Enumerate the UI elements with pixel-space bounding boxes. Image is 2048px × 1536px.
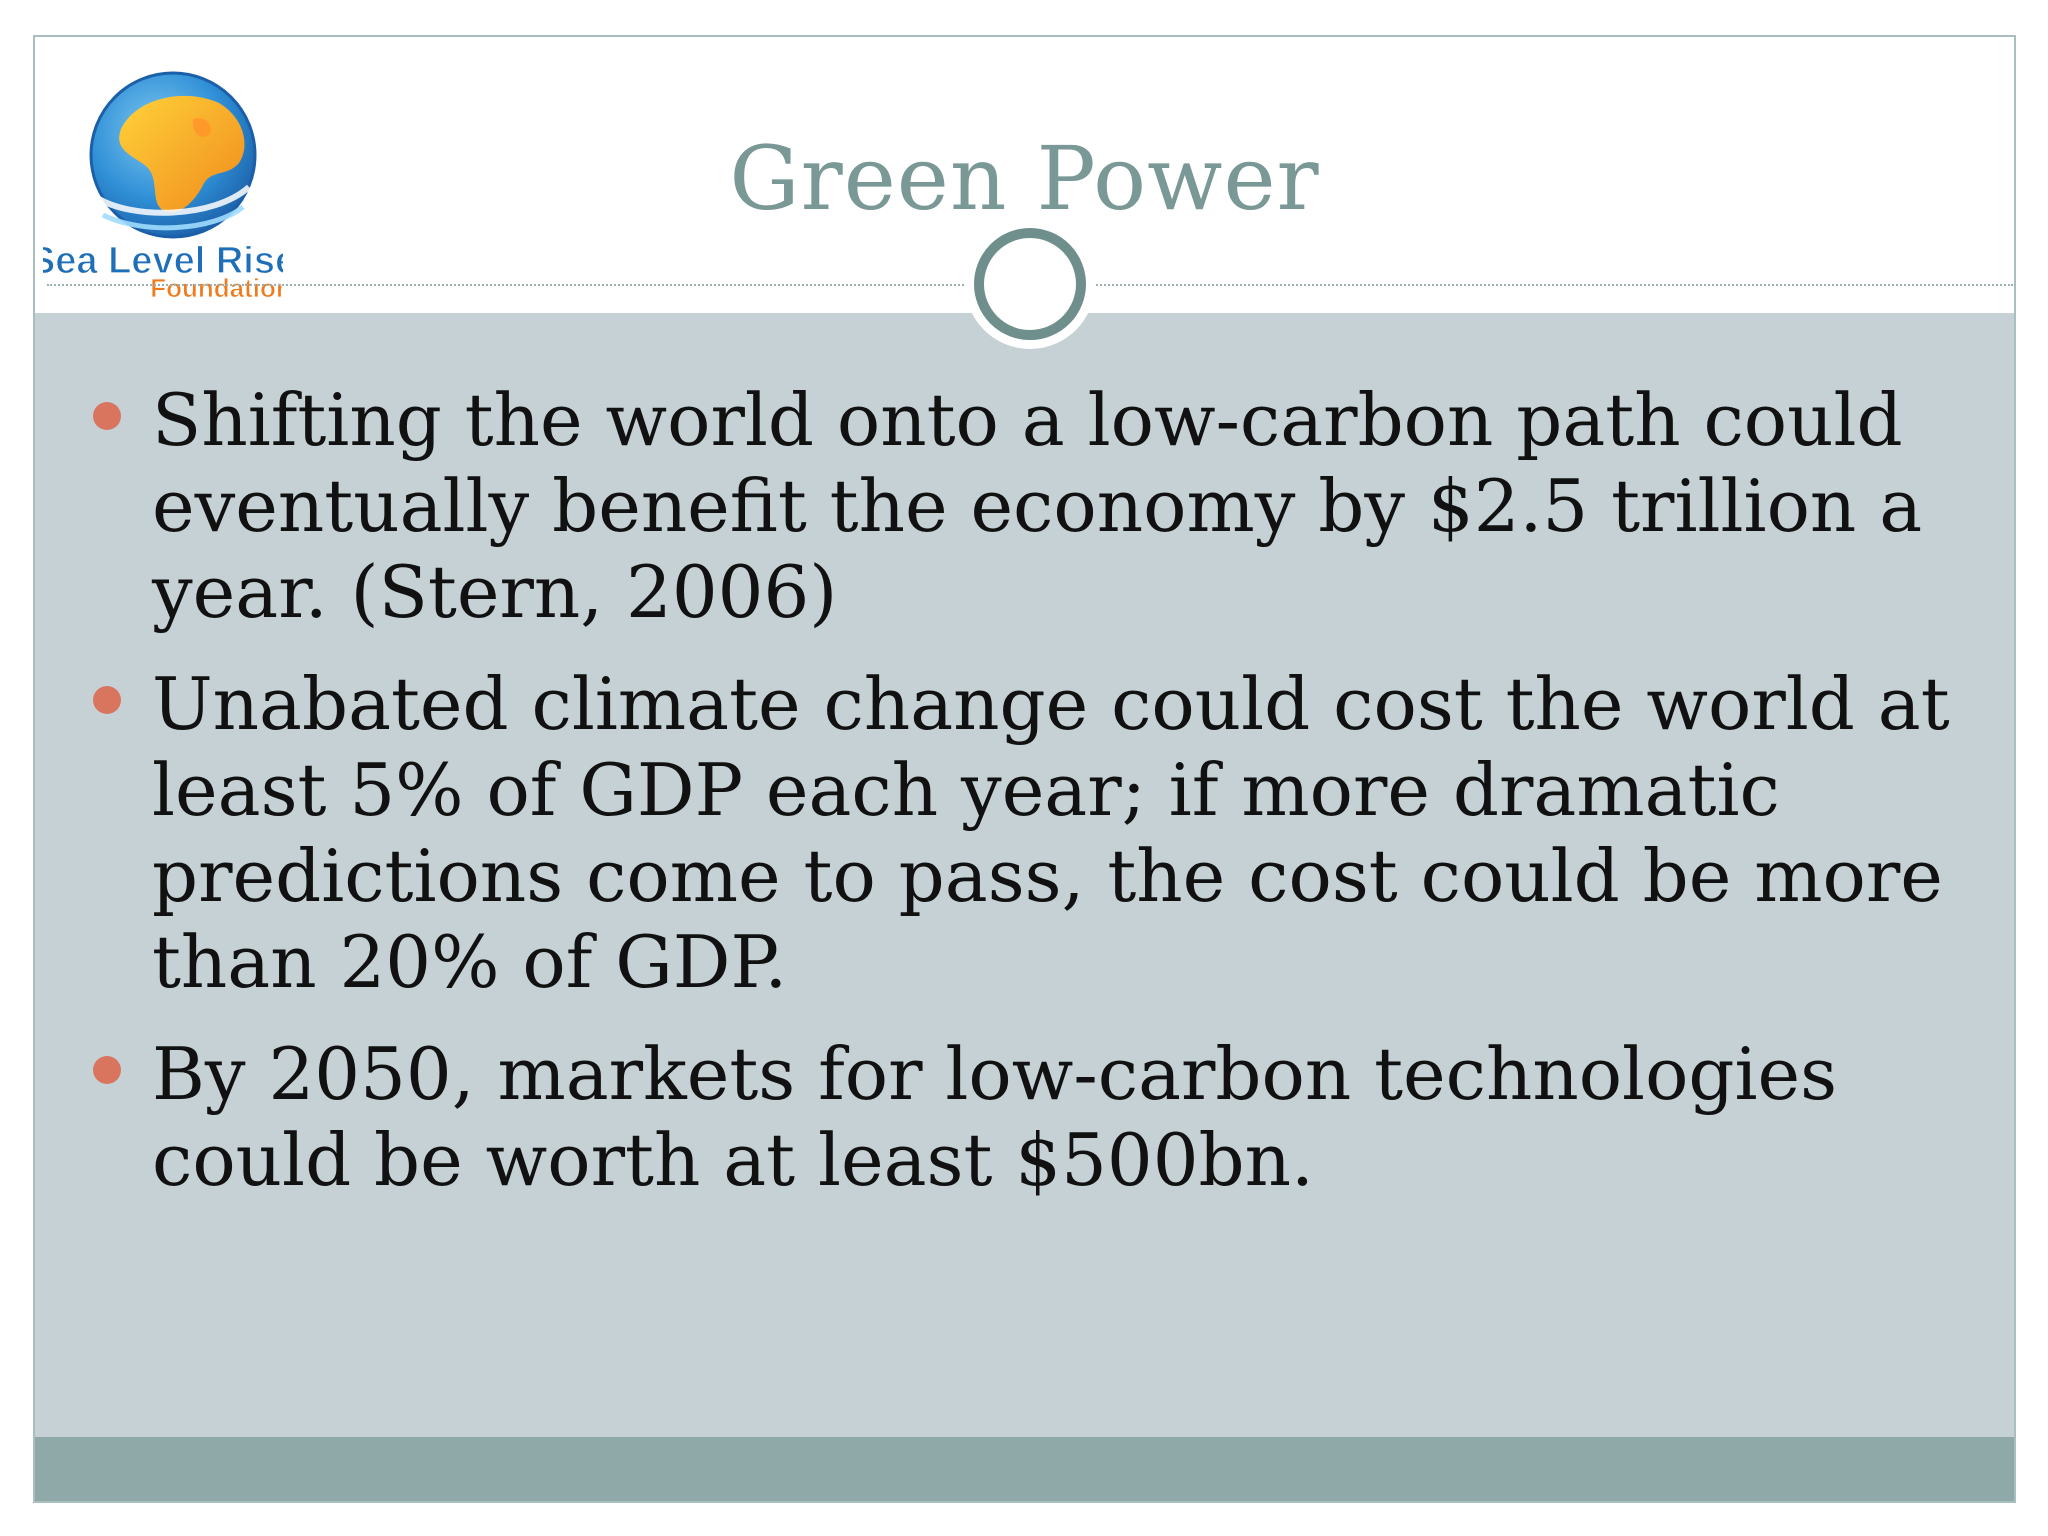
bullet-item: Unabated climate change could cost the w… [35, 661, 2014, 1005]
bullet-text: Shifting the world onto a low-carbon pat… [152, 378, 1923, 634]
bullet-dot-icon [93, 686, 121, 714]
slide-content: Shifting the world onto a low-carbon pat… [35, 313, 2014, 1437]
ring-ornament-icon [974, 228, 1086, 340]
bullet-list: Shifting the world onto a low-carbon pat… [35, 377, 2014, 1229]
header-divider-right [1093, 284, 2013, 286]
bullet-dot-icon [93, 1056, 121, 1084]
slide: Sea Level Rise Foundation Green Power Sh… [33, 35, 2016, 1503]
bullet-dot-icon [93, 402, 121, 430]
header-divider-left [47, 284, 967, 286]
bullet-item: By 2050, markets for low-carbon technolo… [35, 1031, 2014, 1203]
slide-title: Green Power [729, 127, 1320, 230]
logo-wordmark: Sea Level Rise [43, 240, 283, 282]
bullet-text: By 2050, markets for low-carbon technolo… [152, 1032, 1838, 1202]
logo-subtitle: Foundation [150, 273, 283, 299]
footer-bar [35, 1437, 2014, 1501]
sea-level-rise-foundation-logo: Sea Level Rise Foundation [43, 71, 283, 299]
bullet-item: Shifting the world onto a low-carbon pat… [35, 377, 2014, 635]
bullet-text: Unabated climate change could cost the w… [152, 662, 1950, 1004]
